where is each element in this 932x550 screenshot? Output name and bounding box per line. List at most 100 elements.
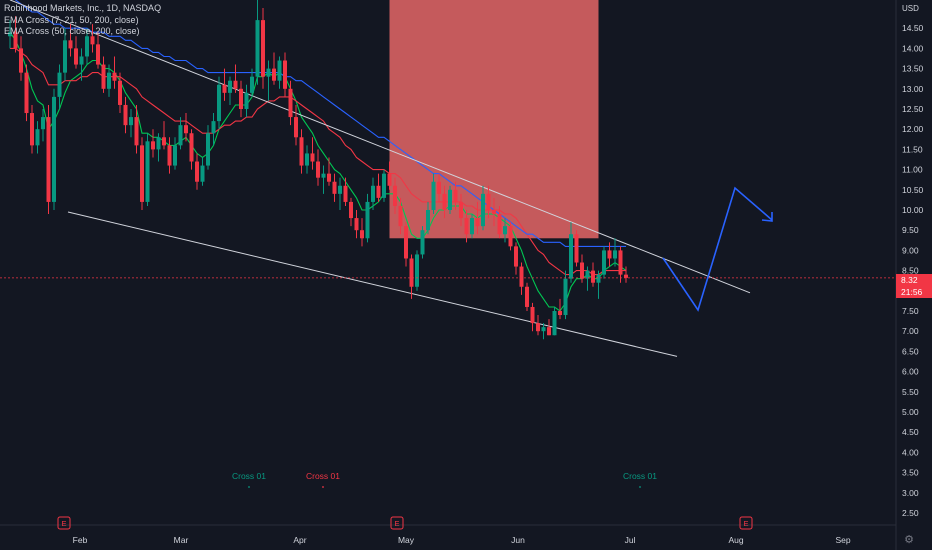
candle-body: [233, 80, 238, 89]
candle-body: [118, 80, 122, 105]
candle-body: [431, 181, 436, 210]
earnings-marker: [57, 516, 71, 530]
candle-body: [79, 56, 84, 65]
candle-body: [8, 32, 12, 37]
candle-body: [519, 266, 524, 287]
candle-body: [327, 173, 331, 182]
cross-signal-label: Cross 01: [623, 471, 657, 481]
candle-body: [420, 230, 425, 255]
candle-body: [228, 80, 232, 93]
cross-signal-dot: [248, 486, 250, 488]
y-tick-label: 7.00: [902, 326, 919, 336]
candle-body: [470, 218, 474, 235]
candle-body: [184, 125, 188, 134]
candle-body: [305, 153, 309, 166]
y-tick-label: 2.50: [902, 508, 919, 518]
y-tick-label: 12.00: [902, 124, 924, 134]
x-tick-label: Jul: [625, 535, 636, 545]
indicator-ema-cross-1[interactable]: EMA Cross (7, 21, 50, 200, close): [4, 14, 139, 25]
candle-body: [52, 96, 56, 202]
candle-body: [321, 173, 326, 178]
candle-body: [613, 250, 617, 259]
cross-signal-label: Cross 01: [306, 471, 340, 481]
y-tick-label: 7.50: [902, 306, 919, 316]
candle-body: [63, 40, 67, 73]
bar-countdown: 21:56: [901, 287, 923, 297]
y-tick-label: 14.50: [902, 23, 924, 33]
candle-body: [508, 226, 513, 247]
candle-body: [558, 311, 562, 316]
candle-body: [310, 153, 315, 162]
candle-body: [354, 218, 359, 231]
candle-body: [591, 270, 595, 283]
candle-body: [525, 286, 529, 307]
earnings-marker: [390, 516, 404, 530]
candle-body: [316, 161, 320, 178]
earnings-marker-label: E: [743, 519, 748, 528]
indicator-ema-cross-2[interactable]: EMA Cross (50, close, 200, close): [4, 26, 140, 36]
candle-body: [371, 185, 375, 202]
candle-body: [239, 88, 243, 109]
candle-body: [167, 145, 172, 166]
candle-body: [602, 250, 606, 275]
y-tick-label: 3.50: [902, 468, 919, 478]
earnings-marker-label: E: [61, 519, 66, 528]
y-tick-label: 13.00: [902, 84, 924, 94]
candle-body: [486, 193, 491, 210]
candle-body: [294, 117, 298, 138]
candle-body: [101, 64, 106, 89]
candle-body: [404, 226, 408, 259]
candle-body: [481, 193, 485, 227]
ema-line: [9, 31, 627, 312]
candle-body: [90, 36, 95, 45]
projection-arrowhead: [761, 212, 773, 222]
candle-body: [299, 137, 304, 166]
candle-body: [530, 306, 535, 324]
candle-body: [57, 72, 62, 97]
y-tick-label: 11.00: [902, 165, 923, 175]
candle-body: [574, 234, 579, 263]
candle-body: [112, 72, 117, 81]
candle-body: [464, 218, 469, 235]
candle-body: [415, 254, 419, 287]
settings-gear-icon[interactable]: ⚙: [904, 534, 914, 546]
candle-body: [618, 250, 623, 275]
candle-body: [189, 133, 194, 162]
candle-body: [393, 185, 397, 206]
y-tick-label: 12.50: [902, 104, 924, 114]
candle-body: [426, 210, 430, 231]
candle-body: [442, 193, 447, 210]
candle-body: [503, 226, 507, 235]
candle-body: [107, 72, 111, 89]
last-price-tag: 8.32 21:56: [896, 274, 932, 298]
candle-body: [338, 185, 342, 194]
candle-body: [343, 185, 348, 202]
y-tick-label: 6.00: [902, 367, 919, 377]
candle-body: [585, 270, 590, 279]
candle-body: [200, 165, 205, 182]
candle-body: [277, 60, 282, 81]
candle-body: [541, 327, 546, 332]
candle-body: [475, 218, 480, 227]
y-tick-label: 10.50: [902, 185, 924, 195]
candle-body: [35, 129, 40, 146]
y-tick-label: 13.50: [902, 64, 924, 74]
upper-trendline: [9, 0, 751, 294]
x-tick-label: Jun: [511, 535, 525, 545]
candle-body: [145, 141, 150, 202]
candle-body: [382, 173, 386, 198]
cross-signal-dot: [639, 486, 641, 488]
x-tick-label: Mar: [174, 535, 189, 545]
candle-body: [283, 60, 287, 89]
ema-line: [14, 0, 626, 247]
candle-body: [453, 189, 458, 202]
candle-body: [178, 125, 183, 146]
x-tick-label: Feb: [73, 535, 88, 545]
candle-body: [151, 141, 155, 150]
candle-body: [195, 161, 199, 182]
x-tick-label: May: [398, 535, 415, 545]
y-tick-label: 8.50: [902, 266, 919, 276]
y-tick-label: 10.00: [902, 205, 924, 215]
candle-body: [580, 262, 584, 279]
